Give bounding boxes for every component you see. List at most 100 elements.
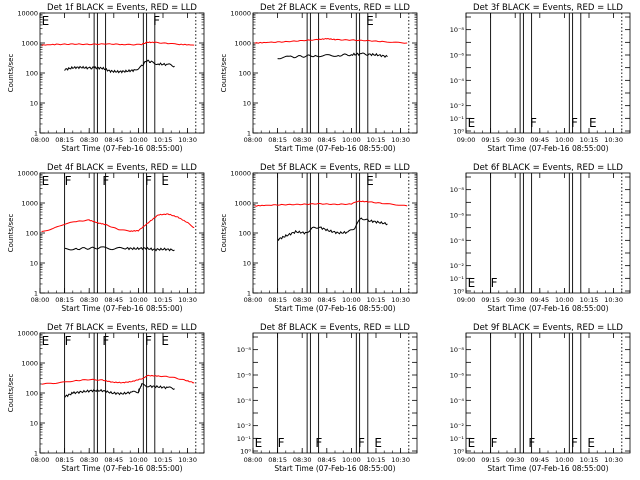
panel-det-9: Det 9f BLACK = Events, RED = LLD 10⁰ 10⁻¹ 1… xyxy=(450,323,631,473)
series-lld-red xyxy=(41,213,195,232)
x-tick-label: 10:00 xyxy=(555,456,574,464)
x-tick-label: 09:30 xyxy=(506,296,525,304)
y-tick-label: 1000 xyxy=(21,40,38,48)
panel-det-5: Det 5f BLACK = Events, RED = LLD 1 10 100 10… xyxy=(220,163,418,313)
x-tick-label: 10:30 xyxy=(604,456,623,464)
y-tick-label: 10⁻⁶ xyxy=(450,212,465,220)
flag-label: E xyxy=(468,116,476,130)
flag-label: F xyxy=(571,436,578,450)
panel-det-8: Det 8f BLACK = Events, RED = LLD 10⁰ 10⁻¹ 1… xyxy=(237,323,418,473)
series-lld-red xyxy=(41,41,195,46)
flag-label: E xyxy=(161,334,169,348)
panel-title: Det 6f BLACK = Events, RED = LLD xyxy=(473,163,623,173)
x-tick-label: 10:30 xyxy=(391,136,410,144)
y-tick-label: 10⁻⁴ xyxy=(450,397,465,405)
x-tick-label: 10:15 xyxy=(580,296,599,304)
x-tick-label: 08:45 xyxy=(317,136,336,144)
x-tick-label: 10:30 xyxy=(178,296,197,304)
y-tick-label: 1 xyxy=(34,290,38,298)
y-tick-label: 1000 xyxy=(21,200,38,208)
panel-title: Det 5f BLACK = Events, RED = LLD xyxy=(260,163,410,173)
series-events-black xyxy=(277,52,388,60)
flag-label: E xyxy=(161,174,169,188)
panel-title: Det 3f BLACK = Events, RED = LLD xyxy=(473,3,623,13)
y-axis-label: Counts/sec xyxy=(7,54,15,93)
x-axis-label: Start Time (07-Feb-16 08:55:00) xyxy=(274,304,395,313)
series-events-black xyxy=(64,59,175,74)
x-tick-label: 09:00 xyxy=(457,456,476,464)
x-tick-label: 08:30 xyxy=(293,136,312,144)
x-axis-label: Start Time (07-Feb-16 08:55:00) xyxy=(61,304,182,313)
x-tick-label: 09:45 xyxy=(530,136,549,144)
y-tick-label: 10⁻² xyxy=(450,102,465,110)
x-tick-label: 09:30 xyxy=(506,136,525,144)
series-events-black xyxy=(64,383,175,398)
x-tick-label: 10:15 xyxy=(580,136,599,144)
y-tick-label: 10⁻² xyxy=(450,262,465,270)
x-tick-label: 10:15 xyxy=(154,456,173,464)
x-tick-label: 10:00 xyxy=(129,136,148,144)
x-tick-label: 08:45 xyxy=(104,296,123,304)
x-tick-label: 10:00 xyxy=(342,296,361,304)
x-tick-label: 08:00 xyxy=(31,296,50,304)
series-lld-red xyxy=(254,37,408,44)
flag-label: E xyxy=(42,14,50,28)
x-tick-label: 08:00 xyxy=(31,136,50,144)
flag-label: F xyxy=(145,174,152,188)
x-tick-label: 09:15 xyxy=(481,456,500,464)
plot-frame xyxy=(252,12,418,134)
x-tick-label: 08:00 xyxy=(244,136,263,144)
y-tick-label: 10⁻⁴ xyxy=(237,397,252,405)
x-tick-label: 10:15 xyxy=(154,296,173,304)
x-tick-label: 08:45 xyxy=(104,456,123,464)
flag-label: E xyxy=(374,436,382,450)
panel-title: Det 1f BLACK = Events, RED = LLD xyxy=(47,3,197,13)
x-axis-label: Start Time (07-Feb-16 08:55:00) xyxy=(274,144,395,153)
panel-title: Det 8f BLACK = Events, RED = LLD xyxy=(260,323,410,333)
flag-label: F xyxy=(530,116,537,130)
panel-det-4: Det 4f BLACK = Events, RED = LLD 1 10 100 10… xyxy=(7,163,205,313)
x-tick-label: 10:30 xyxy=(604,296,623,304)
x-axis-label: Start Time (07-Feb-16 08:55:00) xyxy=(487,144,608,153)
y-tick-label: 10⁻⁸ xyxy=(450,346,465,354)
flag-label: F xyxy=(102,334,109,348)
flag-label: E xyxy=(366,14,374,28)
x-tick-label: 10:15 xyxy=(580,456,599,464)
flag-label: E xyxy=(589,116,597,130)
y-tick-label: 10 xyxy=(30,420,38,428)
flag-label: F xyxy=(315,436,322,450)
x-tick-label: 08:15 xyxy=(268,456,287,464)
y-tick-label: 1 xyxy=(34,450,38,458)
y-tick-label: 1 xyxy=(34,130,38,138)
flag-label: F xyxy=(102,174,109,188)
flag-label: E xyxy=(468,276,476,290)
x-tick-label: 10:30 xyxy=(604,136,623,144)
flag-label: F xyxy=(65,334,72,348)
x-tick-label: 08:00 xyxy=(31,456,50,464)
x-axis-label: Start Time (07-Feb-16 08:55:00) xyxy=(61,144,182,153)
x-tick-label: 09:15 xyxy=(481,296,500,304)
series-events-black xyxy=(64,246,175,252)
y-tick-label: 100 xyxy=(239,230,251,238)
panel-title: Det 4f BLACK = Events, RED = LLD xyxy=(47,163,197,173)
x-tick-label: 08:45 xyxy=(317,296,336,304)
x-tick-label: 10:00 xyxy=(555,136,574,144)
y-tick-label: 10000 xyxy=(17,330,38,338)
flag-label: E xyxy=(468,436,476,450)
x-tick-label: 08:15 xyxy=(55,456,74,464)
x-tick-label: 08:30 xyxy=(293,456,312,464)
x-tick-label: 08:15 xyxy=(268,296,287,304)
panel-det-7: Det 7f BLACK = Events, RED = LLD 1 10 100 10… xyxy=(7,323,205,473)
y-tick-label: 10⁰ xyxy=(453,128,464,136)
series-lld-red xyxy=(41,374,195,385)
y-tick-label: 10⁻⁸ xyxy=(450,26,465,34)
x-axis-label: Start Time (07-Feb-16 08:55:00) xyxy=(61,464,182,473)
y-tick-label: 10⁰ xyxy=(240,448,251,456)
flag-label: F xyxy=(491,436,498,450)
flag-label: F xyxy=(358,436,365,450)
flag-label: F xyxy=(528,436,535,450)
y-tick-label: 10⁻¹ xyxy=(237,435,252,443)
flag-label: E xyxy=(255,436,263,450)
panel-title: Det 9f BLACK = Events, RED = LLD xyxy=(473,323,623,333)
